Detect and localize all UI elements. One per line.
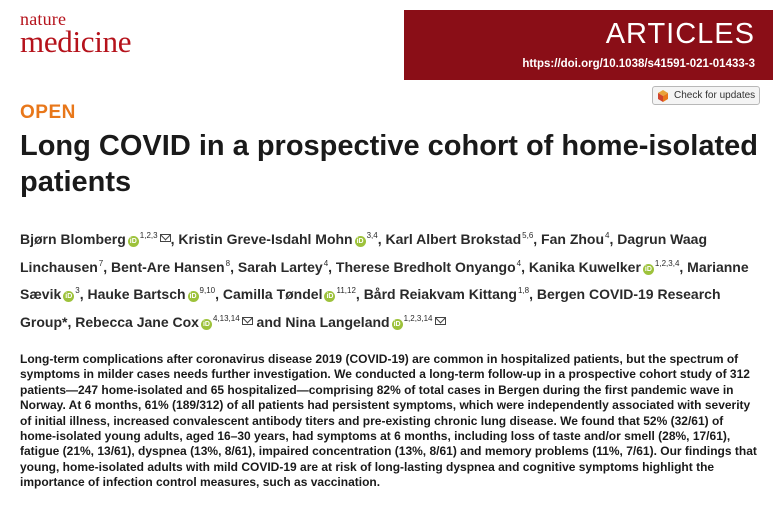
author-separator: ,: [170, 231, 179, 247]
author-affiliation: 1,8: [517, 286, 530, 295]
check-for-updates-button[interactable]: Check for updates: [652, 86, 760, 105]
orcid-icon[interactable]: iD: [642, 263, 654, 275]
author-separator: ,: [679, 258, 688, 275]
journal-logo[interactable]: nature medicine: [20, 9, 132, 59]
author-name[interactable]: Bård Reiakvam Kittang: [363, 286, 517, 302]
orcid-icon[interactable]: iD: [391, 318, 403, 330]
article-section-label: ARTICLES: [605, 18, 755, 50]
check-updates-icon: [658, 89, 668, 102]
author-separator: ,: [529, 286, 537, 302]
author-separator: ,: [377, 231, 386, 247]
author-affiliation: 8: [225, 258, 231, 268]
author-separator: ,: [533, 231, 542, 247]
orcid-icon[interactable]: iD: [63, 291, 75, 302]
author-separator: ,: [328, 258, 336, 275]
orcid-icon[interactable]: iD: [354, 236, 366, 247]
author-name[interactable]: Nina Langeland: [285, 313, 390, 330]
author-affiliation: 4: [605, 231, 610, 240]
author-name[interactable]: Therese Bredholt Onyango: [335, 258, 516, 275]
author-affiliation: 9,10: [199, 286, 216, 295]
author-affiliation: 1,2,3,14: [403, 313, 433, 323]
author-name[interactable]: Bjørn Blomberg: [20, 231, 126, 247]
author-name[interactable]: Rebecca Jane Cox: [75, 313, 199, 330]
envelope-icon[interactable]: [241, 316, 253, 325]
author-affiliation: 7: [98, 258, 104, 268]
author-separator: ,: [230, 258, 238, 275]
abstract: Long-term complications after coronaviru…: [20, 352, 757, 490]
author-separator: ,: [609, 231, 618, 247]
author-separator: ,: [521, 258, 529, 275]
article-type-banner: ARTICLES https://doi.org/10.1038/s41591-…: [404, 10, 773, 80]
envelope-icon[interactable]: [434, 316, 446, 325]
orcid-icon[interactable]: iD: [200, 318, 212, 330]
author-name[interactable]: Karl Albert Brokstad: [385, 231, 522, 247]
author-list: Bjørn Blomberg iD1,2,3, Kristin Greve-Isd…: [20, 224, 765, 334]
author-name[interactable]: Sarah Lartey: [237, 258, 323, 275]
doi-link[interactable]: https://doi.org/10.1038/s41591-021-01433…: [522, 58, 755, 70]
author-separator: ,: [215, 286, 223, 302]
author-name[interactable]: Dagrun Waag Linchausen: [20, 231, 707, 275]
author-name[interactable]: Hauke Bartsch: [87, 286, 186, 302]
author-separator: ,: [355, 286, 364, 302]
author-separator: and: [252, 313, 286, 330]
author-name[interactable]: Bergen COVID-19 Research Group*: [20, 286, 721, 330]
envelope-icon[interactable]: [159, 234, 171, 242]
orcid-icon[interactable]: iD: [324, 291, 336, 302]
author-affiliation: 11,12: [336, 286, 356, 295]
journal-name-line1: nature: [20, 9, 67, 29]
author-affiliation: 1,2,3: [139, 231, 158, 240]
open-access-label: OPEN: [20, 102, 76, 123]
author-name[interactable]: Fan Zhou: [541, 231, 605, 247]
author-separator: ,: [67, 313, 76, 330]
author-affiliation: 3,4: [366, 231, 378, 240]
article-title: Long COVID in a prospective cohort of ho…: [20, 130, 758, 198]
author-name[interactable]: Kanika Kuwelker: [528, 258, 641, 275]
author-affiliation: 5,6: [522, 231, 534, 240]
author-affiliation: 4,13,14: [212, 313, 240, 323]
author-name[interactable]: Camilla Tøndel: [222, 286, 323, 302]
author-affiliation: 4: [323, 258, 329, 268]
author-separator: ,: [79, 286, 88, 302]
author-name[interactable]: Kristin Greve-Isdahl Mohn: [178, 231, 353, 247]
author-affiliation: 3: [75, 286, 80, 295]
check-updates-label: Check for updates: [674, 90, 756, 101]
author-affiliation: 1,2,3,4: [654, 258, 680, 268]
author-separator: ,: [103, 258, 112, 275]
author-affiliation: 4: [516, 258, 522, 268]
orcid-icon[interactable]: iD: [187, 291, 199, 302]
author-name[interactable]: Bent-Are Hansen: [111, 258, 225, 275]
author-name[interactable]: Marianne Sævik: [20, 258, 749, 303]
journal-name-line2: medicine: [20, 24, 132, 59]
orcid-icon[interactable]: iD: [127, 236, 139, 247]
